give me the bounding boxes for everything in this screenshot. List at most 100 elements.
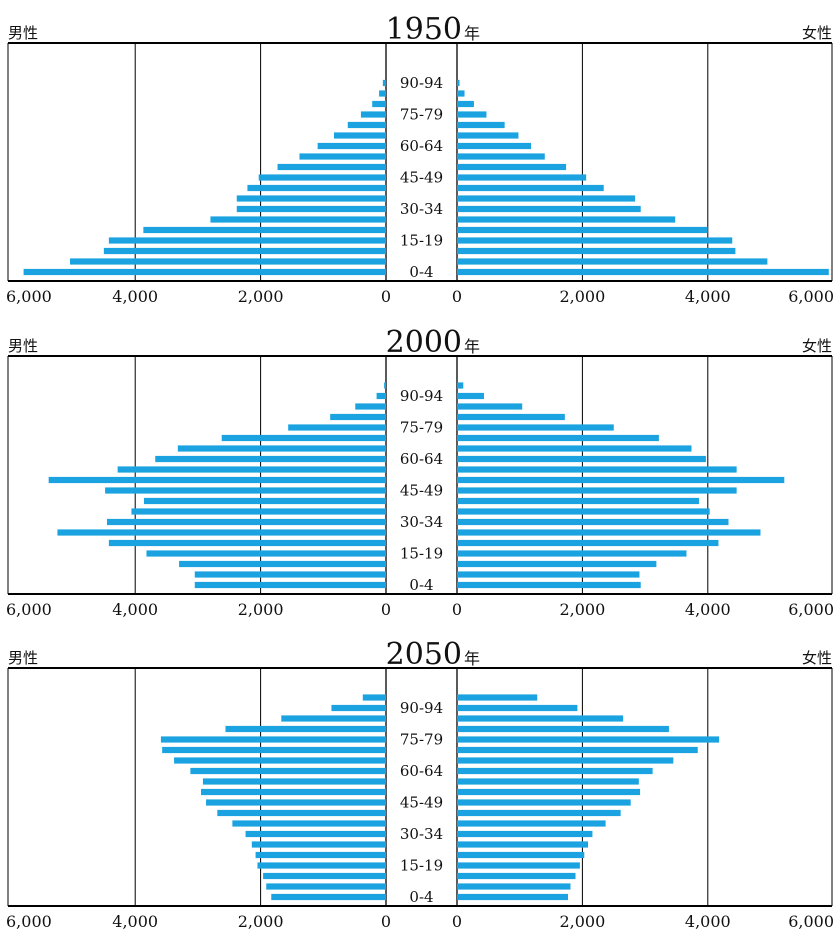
- pyramid-panel-2050: 2050 年 男性 女性 0-4 15-19 30-34 45-49 60-64 75-79 90-…: [6, 637, 834, 931]
- tick-label: 2,000: [559, 600, 605, 619]
- bar-right-50-54: [457, 163, 567, 171]
- tick-label: 0: [452, 287, 462, 306]
- bar-right-40-44: [457, 184, 604, 192]
- bar-right-50-54: [457, 476, 785, 484]
- bar-left-70-74: [162, 746, 386, 754]
- age-label: 60-64: [400, 450, 443, 468]
- age-label: 15-19: [400, 545, 443, 563]
- age-label: 90-94: [400, 387, 443, 405]
- bar-right-85-89: [457, 403, 523, 410]
- tick-label: 0: [452, 912, 462, 931]
- bar-right-90-94: [457, 79, 460, 87]
- bar-left-35-39: [131, 508, 386, 515]
- bar-right-65-69: [457, 132, 519, 139]
- bar-left-0-4: [271, 893, 386, 901]
- bar-left-10-14: [179, 560, 386, 568]
- bar-right-5-9: [457, 883, 571, 890]
- bar-left-20-24: [255, 851, 386, 859]
- age-label: 30-34: [400, 513, 443, 531]
- bar-left-25-29: [251, 841, 386, 848]
- tick-label: 6,000: [6, 287, 52, 306]
- bar-right-0-4: [457, 268, 829, 276]
- age-label: 15-19: [400, 857, 443, 875]
- bar-right-10-14: [457, 247, 736, 255]
- bar-right-80-84: [457, 725, 669, 733]
- left-side-label: 男性: [8, 24, 38, 42]
- bar-left-65-69: [174, 757, 386, 764]
- bar-left-70-74: [347, 121, 386, 129]
- bar-left-30-34: [245, 830, 386, 838]
- bar-left-70-74: [221, 434, 386, 442]
- bar-right-90-94: [457, 704, 578, 712]
- bar-right-35-39: [457, 195, 636, 202]
- bar-left-55-59: [117, 466, 387, 473]
- age-label: 0-4: [409, 576, 433, 594]
- bar-right-20-24: [457, 226, 708, 234]
- bar-left-45-49: [105, 487, 386, 494]
- bar-left-55-59: [299, 153, 386, 160]
- right-side-label: 女性: [802, 337, 832, 355]
- bar-right-55-59: [457, 466, 737, 473]
- age-label: 45-49: [400, 169, 443, 187]
- bar-right-90-94: [457, 392, 484, 400]
- bar-right-30-34: [457, 518, 729, 526]
- bar-right-10-14: [457, 872, 576, 880]
- bar-left-15-19: [108, 237, 386, 244]
- age-label: 30-34: [400, 825, 443, 843]
- bar-right-20-24: [457, 539, 719, 547]
- bar-left-65-69: [177, 445, 386, 452]
- bar-left-80-84: [372, 100, 386, 108]
- bar-right-60-64: [457, 142, 531, 150]
- bar-right-65-69: [457, 757, 674, 764]
- bar-right-75-79: [457, 111, 487, 118]
- chart-title-year: 2050: [386, 637, 462, 672]
- tick-label: 2,000: [238, 600, 284, 619]
- tick-label: 4,000: [112, 600, 158, 619]
- bar-right-30-34: [457, 205, 641, 213]
- bar-left-35-39: [236, 195, 386, 202]
- bar-right-35-39: [457, 820, 606, 827]
- bar-left-60-64: [155, 455, 386, 463]
- bar-left-85-89: [379, 90, 386, 97]
- tick-label: 0: [381, 600, 391, 619]
- tick-label: 6,000: [788, 912, 834, 931]
- age-label: 0-4: [409, 888, 433, 906]
- bar-left-50-54: [201, 788, 386, 796]
- bar-right-35-39: [457, 508, 710, 515]
- bar-left-75-79: [288, 424, 386, 431]
- bar-left-95-99: [362, 694, 386, 701]
- bar-right-80-84: [457, 100, 474, 108]
- age-label: 60-64: [400, 762, 443, 780]
- bar-left-80-84: [330, 413, 386, 421]
- bar-left-5-9: [194, 571, 386, 578]
- bar-left-60-64: [190, 767, 386, 775]
- bar-left-80-84: [225, 725, 386, 733]
- tick-label: 6,000: [6, 600, 52, 619]
- bar-right-95-99: [457, 694, 538, 701]
- bar-left-90-94: [382, 79, 386, 87]
- bar-right-0-4: [457, 893, 568, 901]
- age-label: 75-79: [400, 731, 443, 749]
- chart-title-year: 2000: [386, 325, 462, 360]
- bar-left-90-94: [376, 392, 386, 400]
- bar-right-75-79: [457, 736, 720, 743]
- bar-right-60-64: [457, 767, 653, 775]
- bar-right-25-29: [457, 841, 589, 848]
- bar-right-45-49: [457, 799, 631, 806]
- bar-right-60-64: [457, 455, 706, 463]
- bar-right-15-19: [457, 550, 687, 557]
- bar-left-45-49: [206, 799, 386, 806]
- bar-left-5-9: [266, 883, 386, 890]
- bar-left-65-69: [333, 132, 386, 139]
- bar-right-80-84: [457, 413, 565, 421]
- bar-right-65-69: [457, 445, 692, 452]
- bar-right-85-89: [457, 90, 465, 97]
- age-label: 90-94: [400, 699, 443, 717]
- tick-label: 4,000: [685, 912, 731, 931]
- bar-left-60-64: [317, 142, 386, 150]
- right-side-label: 女性: [802, 24, 832, 42]
- tick-label: 6,000: [788, 600, 834, 619]
- bar-left-15-19: [257, 862, 386, 869]
- bar-left-50-54: [48, 476, 386, 484]
